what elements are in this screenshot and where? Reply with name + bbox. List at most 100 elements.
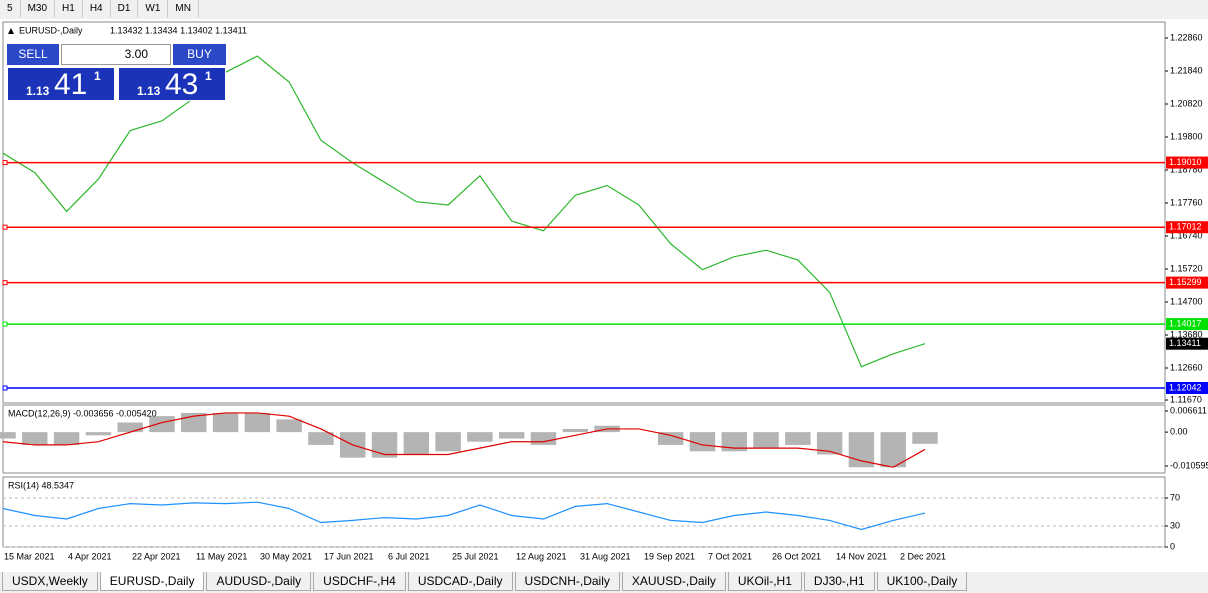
chart-tabs: USDX,Weekly EURUSD-,Daily AUDUSD-,Daily USD…: [2, 572, 969, 591]
histogram-bar: [753, 432, 779, 449]
level-label-box: [1166, 318, 1208, 331]
chart-background: [0, 19, 1208, 572]
y-tick-label: 1.16740: [1170, 230, 1203, 240]
y-tick-label: 1.13680: [1170, 329, 1203, 339]
y-tick-label: 1.14700: [1170, 296, 1203, 306]
pane-title: EURUSD-,Daily: [19, 25, 83, 35]
x-tick-label: 25 Jul 2021: [452, 551, 499, 561]
y-tick-label: 1.12660: [1170, 362, 1203, 372]
timeframe-button[interactable]: M30: [21, 0, 56, 18]
level-handle: [2, 280, 8, 286]
timeframe-button[interactable]: D1: [111, 0, 139, 18]
histogram-bar: [562, 428, 588, 433]
ask-price[interactable]: 1.13 43 1: [118, 67, 226, 101]
y-tick-label: 0.006611: [1170, 405, 1207, 415]
level-label: 1.17012: [1169, 222, 1202, 232]
y-tick-label: 0: [1170, 541, 1175, 551]
histogram-bar: [657, 432, 684, 445]
sell-button[interactable]: SELL: [7, 44, 59, 65]
level-label: 1.14017: [1169, 318, 1202, 328]
y-tick-label: 1.20820: [1170, 98, 1203, 108]
chart-tab[interactable]: USDCAD-,Daily: [407, 572, 513, 591]
x-tick-label: 15 Mar 2021: [4, 551, 55, 561]
price-pips: 41: [54, 68, 88, 101]
y-tick-label: 1.15720: [1170, 263, 1203, 273]
chart-tab[interactable]: USDX,Weekly: [2, 572, 98, 591]
x-tick-label: 14 Nov 2021: [836, 551, 887, 561]
x-tick-label: 31 Aug 2021: [580, 551, 631, 561]
volume-field[interactable]: 3.00: [61, 44, 171, 65]
chart-tab[interactable]: UK100-,Daily: [876, 572, 968, 591]
x-tick-label: 26 Oct 2021: [772, 551, 821, 561]
current-price-box: [1166, 337, 1208, 350]
buy-button[interactable]: BUY: [173, 44, 226, 65]
timeframe-button[interactable]: H1: [55, 0, 83, 18]
timeframe-button[interactable]: H4: [83, 0, 111, 18]
y-tick-label: 1.22860: [1170, 32, 1203, 42]
x-tick-label: 22 Apr 2021: [132, 551, 181, 561]
x-tick-label: 2 Dec 2021: [900, 551, 946, 561]
histogram-bar: [308, 432, 334, 445]
histogram-bar: [880, 432, 906, 468]
level-label-box: [1166, 381, 1208, 394]
histogram-bar: [816, 432, 843, 455]
price-line: [2, 501, 926, 531]
histogram-bar: [848, 432, 875, 468]
histogram-bar: [53, 432, 80, 445]
level-label-box: [1166, 276, 1208, 289]
ohlc-values: 1.13432 1.13434 1.13402 1.13411: [110, 25, 247, 35]
chart-tab[interactable]: DJ30-,H1: [803, 572, 875, 591]
toolbar: 5 M30 H1 H4 D1 W1 MN: [0, 0, 199, 18]
price-fraction: 1: [205, 69, 212, 83]
timeframe-button[interactable]: 5: [0, 0, 21, 18]
timeframe-button[interactable]: W1: [138, 0, 169, 18]
histogram-bar: [403, 432, 430, 455]
level-label-box: [1166, 156, 1208, 169]
x-tick-label: 7 Oct 2021: [708, 551, 752, 561]
x-tick-label: 19 Sep 2021: [644, 551, 695, 561]
x-tick-label: 11 May 2021: [196, 551, 247, 561]
price-pips: 43: [165, 68, 199, 101]
histogram-bar: [785, 432, 811, 445]
price-line: [2, 55, 926, 368]
histogram-bar: [435, 432, 461, 452]
chart-tab[interactable]: AUDUSD-,Daily: [206, 572, 312, 591]
chart-tab[interactable]: XAUUSD-,Daily: [621, 572, 726, 591]
current-price-label: 1.13411: [1169, 338, 1201, 348]
y-tick-label: 0.00: [1170, 427, 1188, 437]
x-tick-label: 4 Apr 2021: [68, 551, 112, 561]
y-tick-label: 30: [1170, 520, 1180, 530]
pane-frame: [2, 476, 1166, 548]
histogram-bar: [530, 432, 557, 445]
level-handle: [2, 224, 8, 230]
chart-tab[interactable]: EURUSD-,Daily: [99, 572, 205, 591]
histogram-bar: [721, 432, 747, 452]
price-prefix: 1.13: [26, 84, 50, 98]
histogram-bar: [212, 412, 239, 433]
collapse-arrow: [8, 28, 14, 34]
histogram-bar: [117, 422, 143, 433]
chart-tab[interactable]: UKOil-,H1: [727, 572, 802, 591]
level-label: 1.19010: [1169, 157, 1202, 167]
one-click-trading: SELL 3.00 BUY 1.13 41 1 1.13 43 1: [6, 43, 227, 102]
level-handle: [2, 160, 8, 166]
histogram-bar: [371, 432, 398, 458]
timeframe-button[interactable]: MN: [168, 0, 199, 18]
signal-line: [2, 412, 926, 468]
y-tick-label: 1.21840: [1170, 65, 1203, 75]
histogram-bar: [244, 412, 271, 433]
y-tick-label: 1.18780: [1170, 164, 1203, 174]
x-tick-label: 30 May 2021: [260, 551, 312, 561]
y-tick-label: 1.11670: [1170, 394, 1202, 404]
bid-price[interactable]: 1.13 41 1: [7, 67, 115, 101]
price-prefix: 1.13: [137, 84, 161, 98]
chart: 1.22860 1.21840 1.20820 1.19800 1.18780 1.177…: [0, 19, 1208, 572]
chart-tab[interactable]: USDCNH-,Daily: [514, 572, 620, 591]
level-label: 1.15299: [1169, 277, 1202, 287]
chart-tab[interactable]: USDCHF-,H4: [313, 572, 406, 591]
x-tick-label: 6 Jul 2021: [388, 551, 430, 561]
histogram-bar: [22, 432, 48, 445]
histogram-bar: [467, 432, 493, 442]
price-fraction: 1: [94, 69, 101, 83]
